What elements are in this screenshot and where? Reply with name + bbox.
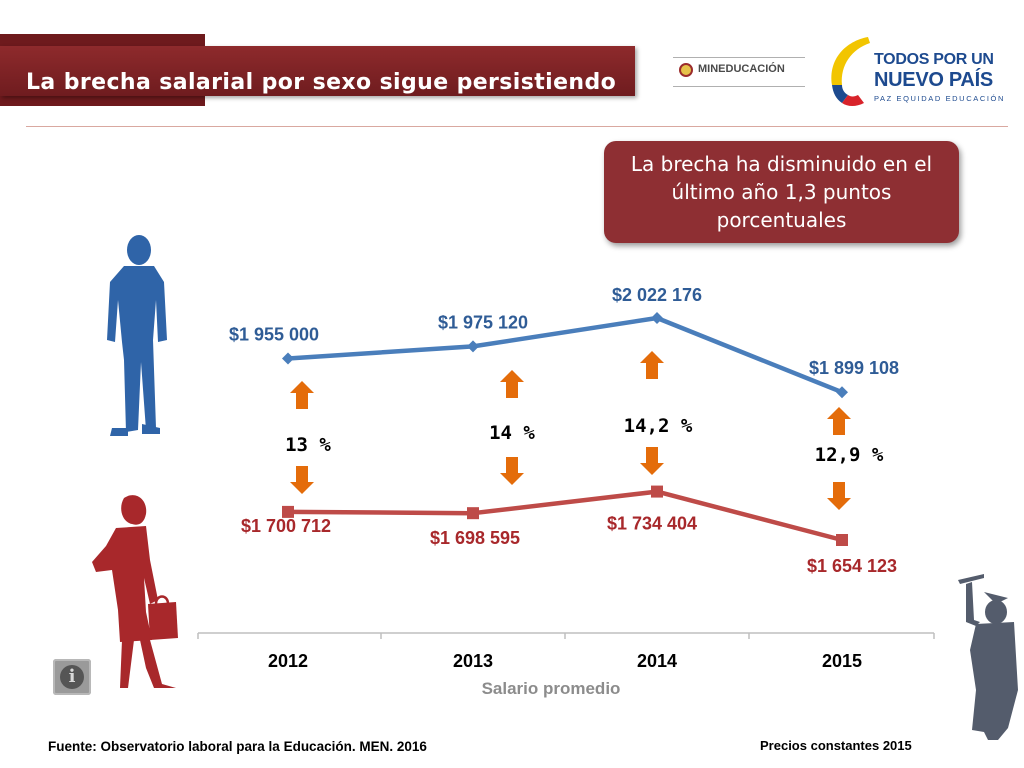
arrow-up-icon [640, 351, 664, 379]
x-tick-label: 2014 [637, 651, 677, 671]
x-tick-label: 2015 [822, 651, 862, 671]
graduate-silhouette-icon [958, 574, 1018, 740]
gov-logo-line2: NUEVO PAÍS [874, 69, 993, 91]
header-divider [26, 126, 1008, 127]
x-axis-tick-labels: 2012 2013 2014 2015 [268, 651, 862, 671]
mineducacion-logo: MINEDUCACIÓN [673, 57, 805, 87]
arrow-down-icon [290, 466, 314, 494]
women-data-label: $1 700 712 [241, 516, 331, 536]
data-points [282, 312, 848, 546]
women-data-point [836, 534, 848, 546]
men-data-label: $1 975 120 [438, 312, 528, 332]
info-icon[interactable]: i [53, 659, 91, 695]
callout-text: La brecha ha disminuido en el último año… [630, 152, 933, 232]
seal-icon [679, 63, 693, 77]
women-data-label: $1 734 404 [607, 514, 697, 534]
page-title: La brecha salarial por sexo sigue persis… [26, 70, 617, 95]
men-salary-line [287, 315, 843, 395]
men-data-point [836, 386, 848, 399]
woman-silhouette-icon [92, 495, 178, 688]
x-tick-label: 2013 [453, 651, 493, 671]
arrow-up-icon [500, 370, 524, 398]
prices-note: Precios constantes 2015 [760, 738, 912, 753]
men-data-point [282, 352, 294, 365]
x-tick-label: 2012 [268, 651, 308, 671]
women-data-label: $1 698 595 [430, 528, 520, 548]
gap-percentage-label: 14 % [489, 422, 535, 444]
women-data-label: $1 654 123 [807, 556, 897, 576]
women-salary-line [287, 489, 843, 543]
women-data-point [651, 485, 663, 498]
arrow-up-icon [827, 407, 851, 435]
gov-logo-tagline: PAZ EQUIDAD EDUCACIÓN [874, 94, 1005, 103]
info-icon-glyph: i [60, 665, 84, 689]
gap-arrows [290, 351, 851, 510]
men-data-label: $1 899 108 [809, 358, 899, 378]
men-data-label: $1 955 000 [229, 325, 319, 345]
flag-swoosh-icon [831, 37, 870, 106]
women-data-point [282, 505, 294, 518]
gap-percentage-label: 12,9 % [815, 444, 884, 466]
data-labels: $1 955 000 $1 975 120 $2 022 176 $1 899 108… [229, 285, 899, 576]
arrow-up-icon [290, 381, 314, 409]
title-bar: La brecha salarial por sexo sigue persis… [0, 46, 635, 96]
arrow-down-icon [640, 447, 664, 475]
men-data-point [467, 340, 479, 353]
mineducacion-logo-text: MINEDUCACIÓN [698, 63, 785, 75]
x-axis-ticks [197, 633, 935, 639]
man-silhouette-icon [107, 235, 167, 436]
arrow-down-icon [827, 482, 851, 510]
gov-logo-line1: TODOS POR UN [874, 51, 994, 68]
x-axis-title: Salario promedio [482, 679, 621, 698]
arrow-down-icon [500, 457, 524, 485]
men-data-point [651, 312, 663, 324]
gap-percentage-label: 14,2 % [624, 415, 693, 437]
gap-labels: 13 % 14 % 14,2 % 12,9 % [285, 415, 884, 466]
source-note: Fuente: Observatorio laboral para la Edu… [48, 739, 427, 754]
men-data-label: $2 022 176 [612, 285, 702, 305]
todos-por-un-nuevo-pais-logo: TODOS POR UN NUEVO PAÍS PAZ EQUIDAD EDUC… [824, 33, 1003, 108]
gap-percentage-label: 13 % [285, 434, 331, 456]
callout-box: La brecha ha disminuido en el último año… [604, 141, 959, 243]
series-lines [287, 315, 843, 543]
women-data-point [467, 507, 479, 520]
title-banner: La brecha salarial por sexo sigue persis… [0, 34, 640, 106]
